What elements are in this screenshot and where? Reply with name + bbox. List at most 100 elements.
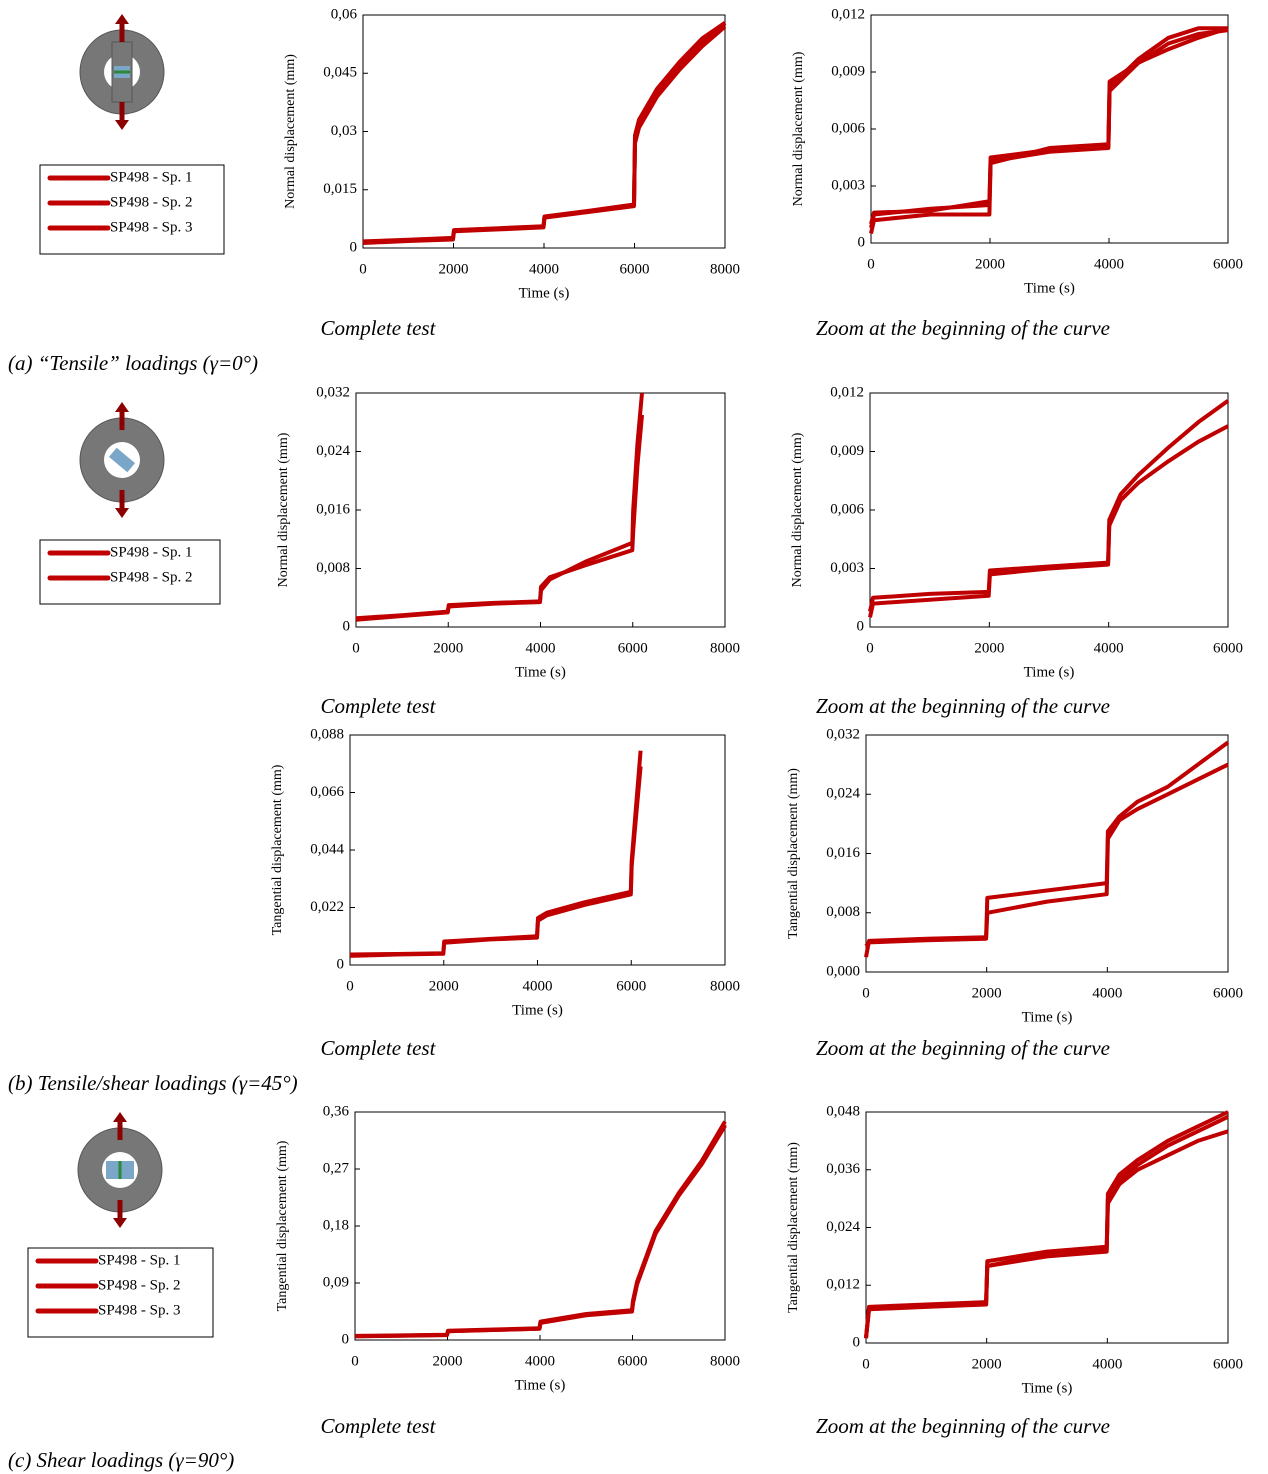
y-tick-label: 0,27 [323,1160,350,1176]
x-tick-label: 6000 [1213,256,1243,272]
y-tick-label: 0,015 [323,181,357,197]
x-tick-label: 2000 [972,985,1002,1001]
y-tick-label: 0,024 [826,1219,860,1235]
y-tick-label: 0,012 [826,1277,860,1293]
x-tick-label: 2000 [974,640,1004,656]
panel-label: (b) Tensile/shear loadings (γ=45°) [8,1071,298,1095]
y-axis-label: Tangential displacement (mm) [786,768,801,939]
caption: Complete test [321,694,437,718]
legend-label: SP498 - Sp. 3 [98,1302,181,1318]
x-axis-label: Time (s) [1024,280,1075,296]
y-axis-label: Normal displacement (mm) [276,432,291,587]
x-tick-label: 0 [359,261,367,277]
y-tick-label: 0 [350,239,358,255]
panel-label: (a) “Tensile” loadings (γ=0°) [8,351,258,375]
y-tick-label: 0,36 [323,1103,350,1119]
y-tick-label: 0,024 [316,443,350,459]
y-tick-label: 0,003 [830,560,864,576]
x-tick-label: 4000 [1094,256,1124,272]
y-tick-label: 0,006 [830,501,864,517]
y-axis-label: Tangential displacement (mm) [786,1142,801,1313]
x-axis-label: Time (s) [515,664,566,680]
x-tick-label: 8000 [710,640,740,656]
y-tick-label: 0,016 [826,845,860,861]
data-line [354,1120,727,1338]
y-tick-label: 0,008 [826,904,860,920]
data-line [349,750,643,957]
panel-label: (c) Shear loadings (γ=90°) [8,1448,234,1472]
y-tick-label: 0,016 [316,501,350,517]
data-line [864,740,1230,958]
x-tick-label: 0 [862,1356,870,1372]
y-tick-label: 0,066 [310,784,344,800]
caption: Zoom at the beginning of the curve [816,1414,1110,1438]
caption: Zoom at the beginning of the curve [816,1036,1110,1060]
x-tick-label: 6000 [618,1353,648,1369]
y-tick-label: 0,022 [310,899,344,915]
x-tick-label: 8000 [710,978,740,994]
y-tick-label: 0 [853,1334,861,1350]
x-tick-label: 4000 [1092,985,1122,1001]
y-tick-label: 0 [858,234,866,250]
y-axis-label: Tangential displacement (mm) [270,764,285,935]
x-tick-label: 0 [351,1353,359,1369]
data-line [868,424,1229,612]
x-axis-label: Time (s) [1024,664,1075,680]
specimen-icon [79,402,165,518]
x-axis-label: Time (s) [515,1377,566,1393]
y-axis-label: Normal displacement (mm) [283,54,298,209]
y-tick-label: 0 [857,618,865,634]
x-tick-label: 0 [346,978,354,994]
y-tick-label: 0,006 [831,120,865,136]
caption: Complete test [321,1414,437,1438]
legend-label: SP498 - Sp. 1 [110,544,193,560]
y-tick-label: 0,008 [316,560,350,576]
y-tick-label: 0,045 [323,65,357,81]
data-line [869,26,1228,225]
data-line [362,21,727,245]
legend-label: SP498 - Sp. 2 [98,1277,181,1293]
x-axis-label: Time (s) [519,285,570,301]
x-axis-label: Time (s) [512,1002,563,1018]
x-tick-label: 6000 [620,261,650,277]
y-tick-label: 0,009 [831,63,865,79]
y-tick-label: 0 [342,1331,350,1347]
y-tick-label: 0,088 [310,726,344,742]
legend-label: SP498 - Sp. 3 [110,219,193,235]
legend-label: SP498 - Sp. 2 [110,569,193,585]
y-tick-label: 0,032 [826,726,860,742]
caption: Complete test [321,316,437,340]
y-tick-label: 0,044 [310,841,344,857]
y-tick-label: 0 [343,618,351,634]
x-tick-label: 2000 [433,1353,463,1369]
data-line [864,1129,1229,1339]
y-tick-label: 0,012 [831,6,865,22]
specimen-icon [79,14,165,130]
data-line [864,762,1229,948]
x-axis-label: Time (s) [1022,1380,1073,1396]
x-tick-label: 6000 [618,640,648,656]
x-tick-label: 2000 [972,1356,1002,1372]
caption: Zoom at the beginning of the curve [816,316,1110,340]
data-line [349,766,643,958]
y-axis-label: Normal displacement (mm) [790,432,805,587]
y-tick-label: 0,009 [830,443,864,459]
data-line [355,392,644,622]
y-tick-label: 0,032 [316,384,350,400]
plot-frame [869,392,1229,628]
x-tick-label: 2000 [433,640,463,656]
y-tick-label: 0,06 [331,6,358,22]
x-tick-label: 0 [862,985,870,1001]
data-line [868,399,1230,618]
x-tick-label: 0 [867,256,875,272]
y-tick-label: 0,048 [826,1103,860,1119]
y-tick-label: 0,024 [826,786,860,802]
y-tick-label: 0,036 [826,1161,860,1177]
x-tick-label: 2000 [439,261,469,277]
y-tick-label: 0 [337,956,345,972]
y-axis-label: Tangential displacement (mm) [275,1140,290,1311]
y-tick-label: 0,000 [826,963,860,979]
data-line [354,1123,727,1339]
data-line [362,25,727,245]
